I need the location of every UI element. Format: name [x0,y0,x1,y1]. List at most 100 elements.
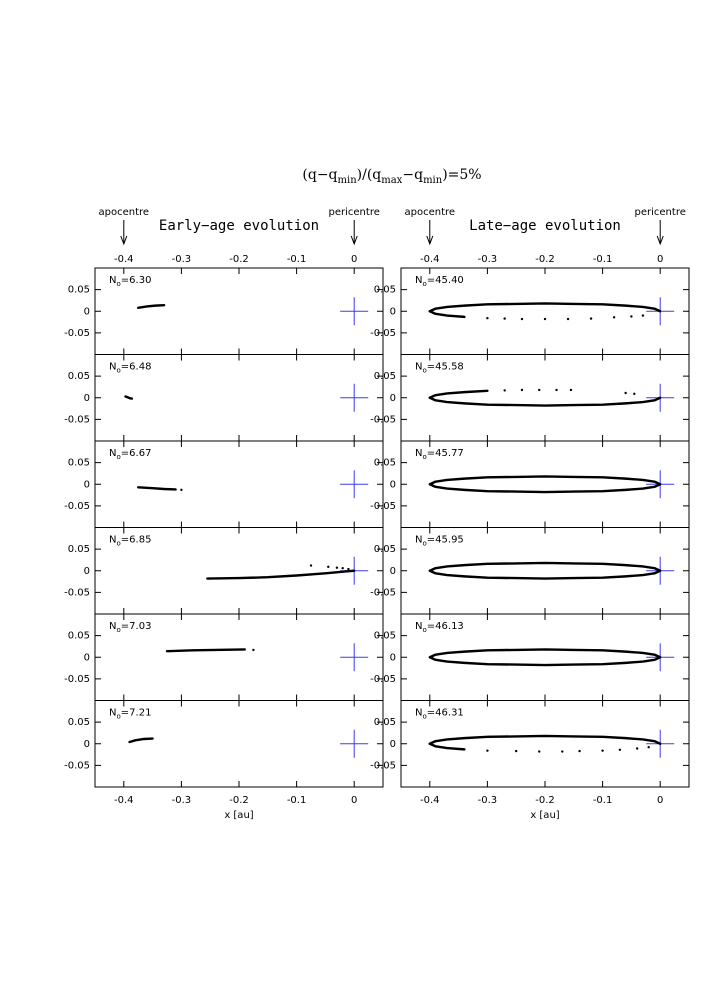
particle [555,388,558,392]
y-tick-label: 0.05 [68,285,90,296]
orbit-line [428,302,662,313]
particle [486,316,489,320]
x-tick-label: -0.3 [172,795,192,806]
label-part: =6.67 [121,448,152,459]
y-tick-label: 0 [84,566,90,577]
y-tick-label: -0.05 [370,760,396,771]
label-part: N [109,275,116,286]
y-tick-label: -0.05 [64,587,90,598]
x-tick-label: -0.2 [229,254,249,265]
annotation-label: apocentre [99,207,150,218]
particle [578,749,581,753]
x-tick-label: -0.1 [593,795,613,806]
y-tick-label: 0 [84,393,90,404]
title-part: )/(q [357,167,382,183]
label-part: o [422,713,426,721]
y-tick-label: 0.05 [68,717,90,728]
label-part: o [116,713,120,721]
y-tick-label: -0.05 [370,414,396,425]
y-tick-label: -0.05 [64,674,90,685]
panel-label: No=45.58 [415,362,464,375]
particle [503,317,506,320]
particle [647,746,650,749]
particle [503,389,506,392]
label-part: o [422,626,426,634]
panel-label: No=6.85 [109,535,151,548]
particle [641,314,645,317]
particle [601,749,604,752]
label-part: N [109,621,116,632]
annotation-arrow [656,220,664,246]
y-tick-label: 0 [390,479,396,490]
label-part: o [422,367,426,375]
y-tick-label: 0 [390,566,396,577]
label-part: N [415,708,422,719]
y-tick-label: -0.05 [64,501,90,512]
y-tick-label: 0.05 [374,631,396,642]
title-part: min [338,175,358,186]
x-tick-label: 0 [351,254,357,265]
x-axis-label: x [au] [224,810,253,821]
title-part: )=5% [442,167,481,183]
orbit-line [428,734,662,745]
x-tick-label: -0.3 [172,254,192,265]
particle [538,750,541,753]
orbit-line [428,742,466,751]
orbit-line [206,569,356,580]
label-part: N [109,708,116,719]
orbit-line [428,648,662,667]
x-tick-label: -0.4 [114,254,134,265]
x-tick-label: -0.3 [478,254,498,265]
orbit-line [428,475,662,494]
particle [566,317,570,321]
title-part: −q [402,167,423,183]
particle [633,392,636,396]
y-tick-label: 0.05 [374,717,396,728]
y-tick-label: -0.05 [64,760,90,771]
particle [630,315,633,318]
y-tick-label: -0.05 [370,501,396,512]
y-tick-label: 0 [84,306,90,317]
panel-label: No=45.95 [415,535,464,548]
panel-label: No=45.40 [415,275,464,288]
orbit-line [137,486,177,491]
y-tick-label: 0 [390,393,396,404]
label-part: N [415,621,422,632]
label-part: =6.48 [121,362,152,373]
particle [309,564,313,567]
label-part: =45.58 [427,362,464,373]
title-part: max [381,175,402,186]
particle [612,316,616,319]
particle [561,750,564,753]
panel-label: No=46.13 [415,621,464,634]
y-tick-label: 0 [390,652,396,663]
y-tick-label: 0.05 [68,458,90,469]
y-tick-label: 0 [390,739,396,750]
panel-label: No=7.21 [109,708,151,721]
y-tick-label: -0.05 [370,587,396,598]
y-tick-label: 0 [84,652,90,663]
particle [515,749,518,753]
particle [520,317,524,321]
y-tick-label: 0 [84,739,90,750]
y-tick-label: 0.05 [374,371,396,382]
particle [543,317,547,321]
label-part: N [109,448,116,459]
y-tick-label: 0.05 [374,544,396,555]
y-tick-label: 0.05 [68,371,90,382]
label-part: =6.30 [121,275,152,286]
y-tick-label: -0.05 [370,328,396,339]
label-part: o [116,280,120,288]
x-tick-label: -0.1 [287,254,307,265]
particle [635,747,639,750]
particle [486,749,489,752]
particle [180,488,183,492]
orbit-line [128,737,154,744]
label-part: =7.21 [121,708,152,719]
orbit-line [428,561,662,580]
title-part: min [423,175,443,186]
x-tick-label: 0 [657,254,663,265]
panel-label: No=6.48 [109,362,151,375]
label-part: N [415,535,422,546]
particle [252,648,255,652]
